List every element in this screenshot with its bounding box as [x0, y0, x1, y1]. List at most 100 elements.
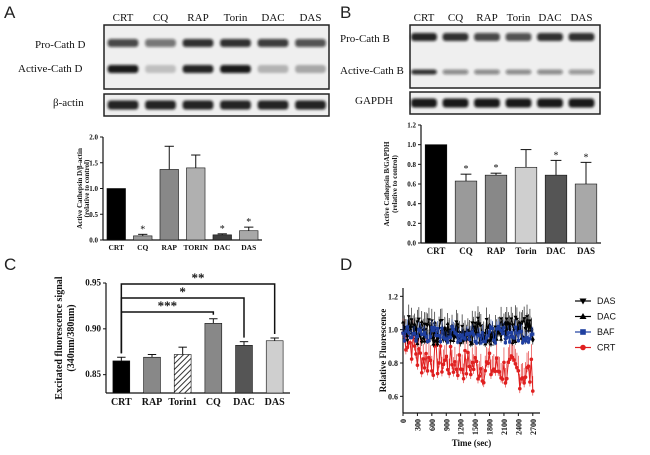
chart-a-category-label: CRT	[108, 243, 124, 252]
chart-c-bracket-label: *	[179, 284, 186, 299]
blot-a-lane-label: CRT	[113, 12, 134, 24]
chart-d: 0.6 0.8 1.0 1.2 0 300 600 900 1200 1500 1800 2100 24…	[378, 288, 617, 448]
chart-d-series-baf-point	[430, 326, 434, 330]
chart-d-series-baf-point	[512, 336, 516, 340]
chart-c-category-label: CQ	[206, 397, 221, 408]
chart-d-series-crt-point	[415, 363, 420, 367]
blot-b-band	[474, 69, 500, 75]
chart-d-series-crt-point	[428, 358, 433, 363]
chart-d-xtick-label: 300	[413, 419, 422, 431]
chart-d-series-crt-point	[453, 360, 457, 364]
chart-d-series-baf-point	[496, 324, 500, 329]
chart-b-tick-label: 0.8	[407, 161, 416, 169]
chart-d-series-crt-point	[476, 377, 480, 381]
blot-a-band	[145, 39, 176, 47]
chart-d-series-das-point	[513, 315, 518, 320]
chart-d-series-das-point	[509, 317, 514, 321]
chart-c-tick-label: 0.85	[85, 369, 101, 379]
chart-d-series-baf-point	[434, 333, 438, 338]
chart-d-series-crt-point	[477, 374, 482, 378]
blot-b-band	[505, 98, 532, 108]
chart-d-series-crt-point	[448, 344, 453, 349]
blot-b-band	[474, 33, 500, 41]
chart-a: 0.0 0.5 1.0 1.5 2.0 CRT * CQ RAP TORIN * DAC * DAS Act…	[76, 134, 262, 252]
chart-d-xtick-label: 1500	[471, 419, 480, 435]
chart-d-series-baf-point	[448, 335, 453, 339]
blot-b-lane-label: DAC	[538, 12, 561, 24]
chart-d-series-baf-point	[446, 340, 450, 344]
chart-d-legend-baf-label: BAF	[597, 327, 615, 337]
chart-d-series-baf-point	[495, 327, 499, 331]
chart-c-bracket	[120, 311, 215, 354]
chart-c-tick-label: 0.90	[85, 323, 101, 333]
chart-a-bar	[239, 230, 259, 241]
chart-d-series-crt-point	[470, 360, 475, 365]
blot-b-row-active: Active-Cath B	[340, 65, 404, 77]
chart-d-series-baf-point	[477, 333, 482, 337]
chart-d-series-baf-point	[412, 331, 417, 336]
chart-d-series-crt-point	[456, 373, 460, 378]
chart-d-series-crt-point	[530, 389, 535, 393]
chart-d-series-das-point	[460, 324, 465, 329]
chart-d-series-baf-point	[485, 336, 489, 340]
chart-d-series-baf-point	[502, 326, 506, 330]
chart-d-series-dac-point	[486, 325, 491, 330]
blot-b-lane-label: CQ	[448, 12, 463, 24]
chart-d-xtick-label: 2100	[500, 419, 509, 435]
chart-d-series-das-point	[419, 340, 424, 345]
chart-d-series-baf-point	[441, 335, 445, 339]
chart-d-series-dac-point	[475, 321, 480, 326]
chart-d-series-crt-point	[435, 371, 440, 376]
chart-b-category-label: RAP	[487, 246, 506, 256]
chart-d-series-baf-point	[492, 338, 496, 342]
chart-d-series-crt-point	[422, 366, 427, 370]
chart-d-series-baf-point	[508, 340, 512, 344]
chart-d-series-baf-point	[410, 335, 414, 340]
chart-a-tick-label: 2.0	[89, 134, 98, 142]
chart-d-series-das-point	[426, 318, 431, 322]
chart-d-series-crt-point	[474, 359, 479, 364]
chart-d-series-crt-point	[494, 356, 499, 360]
chart-d-legend-baf-marker	[580, 329, 586, 335]
chart-d-series-crt-point	[489, 372, 493, 377]
chart-d-series-baf-point	[437, 334, 441, 338]
chart-d-series-crt-point	[512, 358, 516, 362]
blot-a-band	[295, 65, 326, 73]
chart-d-series-baf-point	[479, 341, 483, 345]
chart-d-series-crt-point	[419, 370, 424, 375]
blot-b-band	[568, 98, 595, 108]
chart-d-series-baf-point	[528, 337, 532, 341]
chart-d-series-crt-point	[417, 347, 421, 351]
chart-d-series-dac-point	[527, 324, 532, 328]
chart-d-xtick-label: 1800	[486, 419, 495, 435]
chart-d-series-crt-point	[481, 380, 486, 385]
chart-d-series-baf-point	[483, 339, 487, 344]
chart-a-bar	[159, 169, 179, 241]
chart-d-series-baf-point	[472, 333, 476, 337]
chart-a-ylabel-2: (relative to control)	[83, 159, 91, 217]
chart-d-series-dac-point	[412, 322, 417, 326]
blot-b-band	[442, 69, 469, 75]
chart-d-series-crt-point	[515, 365, 519, 370]
chart-d-legend-crt-label: CRT	[597, 343, 616, 353]
blot-b-band	[568, 69, 595, 75]
chart-b-tick-label: 0.6	[407, 181, 416, 189]
chart-c-bar	[235, 345, 253, 394]
chart-d-series-baf-point	[444, 337, 448, 341]
blot-a-band	[145, 65, 176, 73]
chart-d-series-das-point	[405, 339, 410, 343]
chart-a-significance: *	[140, 224, 145, 235]
chart-d-series-das-point	[499, 317, 504, 321]
chart-d-series-das-point	[409, 318, 414, 322]
chart-d-series-baf-point	[401, 331, 405, 335]
chart-d-xtick-label: 600	[428, 419, 437, 431]
chart-d-series-das-point	[415, 320, 420, 324]
chart-d-series-baf-point	[405, 325, 409, 329]
chart-b-bar	[424, 144, 448, 244]
chart-d-tick-label: 1.0	[388, 326, 398, 335]
blot-a-frame-top	[103, 24, 330, 90]
chart-d-series-baf-point	[456, 340, 460, 344]
blot-a-row-active: Active-Cath D	[18, 63, 83, 75]
chart-d-series-baf-point	[404, 329, 408, 333]
chart-d-series-baf-point	[423, 331, 427, 335]
